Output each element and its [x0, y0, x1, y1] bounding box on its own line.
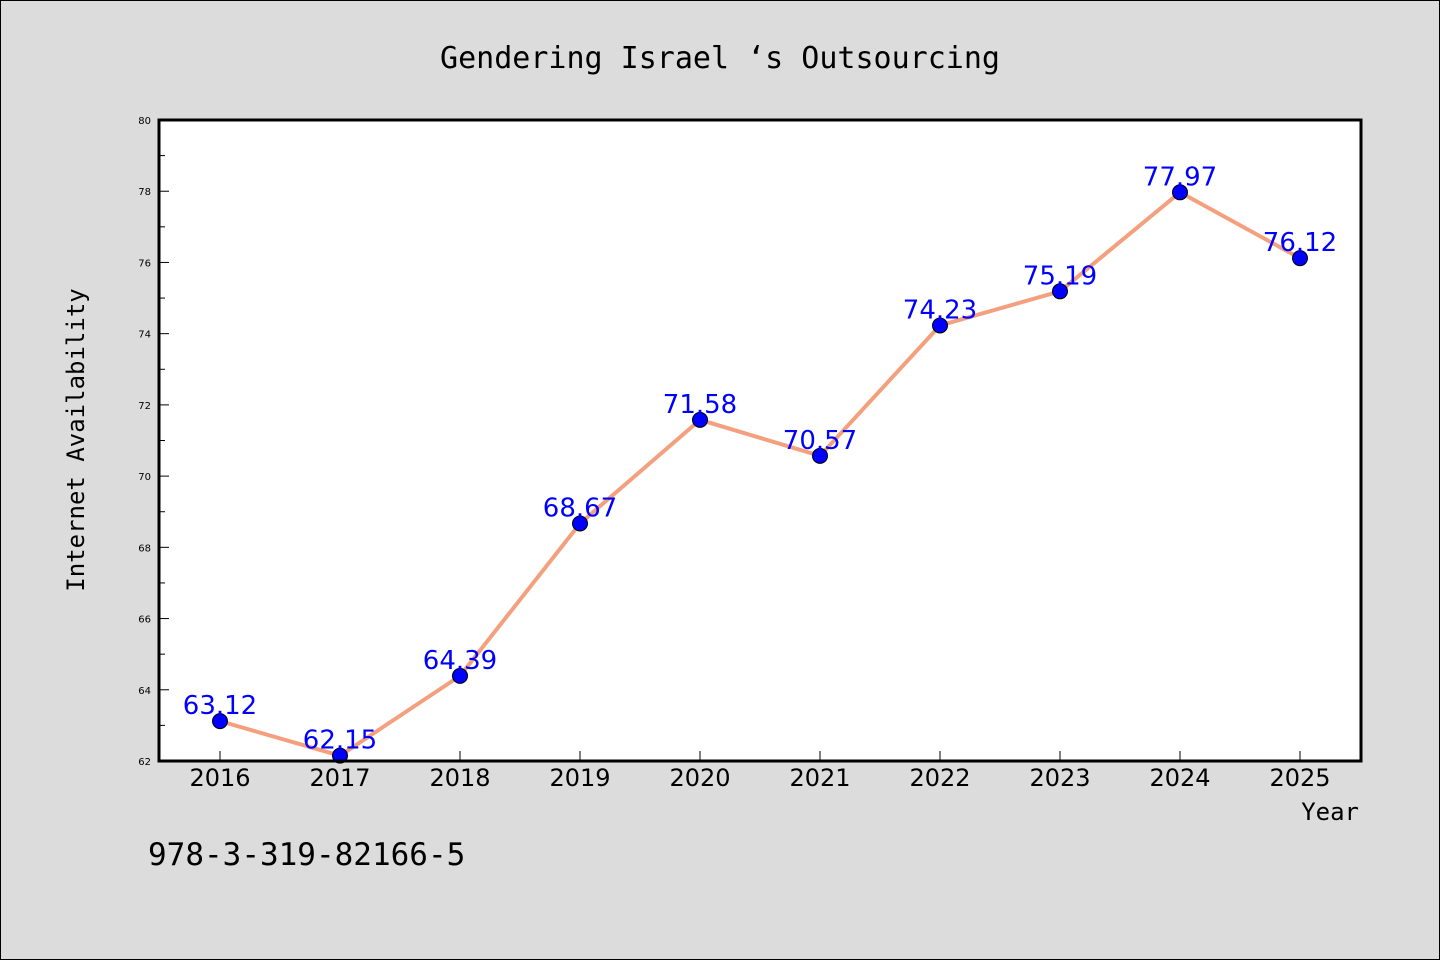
- y-tick-label: 78: [138, 187, 151, 198]
- data-label: 62.15: [303, 726, 377, 756]
- data-label: 68.67: [543, 493, 617, 523]
- x-axis-ticks: 2016 2017 2018 2019 2020 2021 2022 2023 2024 2025: [189, 751, 1331, 792]
- series-layer: 63.12 62.15 64.39 68.67 71.58 70.57 74.23 75.19…: [183, 162, 1337, 764]
- data-point: [1052, 283, 1068, 300]
- data-point: [332, 747, 348, 764]
- data-point: [452, 667, 468, 684]
- series-line: [219, 190, 1301, 758]
- x-tick-label: 2016: [189, 764, 250, 792]
- data-label: 64.39: [423, 646, 497, 676]
- y-tick-label: 72: [138, 401, 151, 412]
- y-tick-label: 68: [138, 543, 151, 554]
- y-tick-label: 74: [138, 330, 151, 341]
- x-tick-label: 2019: [549, 764, 610, 792]
- chart-title: Gendering Israel ‘s Outsourcing: [440, 41, 1000, 76]
- data-label: 70.57: [783, 426, 857, 456]
- data-label: 71.58: [663, 390, 737, 420]
- x-tick-label: 2021: [789, 764, 850, 792]
- x-tick-label: 2022: [909, 764, 970, 792]
- data-label: 76.12: [1263, 228, 1337, 258]
- data-point: [212, 713, 228, 730]
- y-tick-label: 70: [138, 472, 151, 483]
- x-tick-label: 2020: [669, 764, 730, 792]
- data-point: [692, 411, 708, 428]
- x-tick-label: 2017: [309, 764, 370, 792]
- data-label: 63.12: [183, 691, 257, 721]
- footer-code: 978-3-319-82166-5: [148, 837, 465, 873]
- x-axis-label: Year: [1301, 798, 1359, 826]
- y-tick-label: 80: [138, 116, 151, 127]
- data-point: [1172, 184, 1188, 201]
- data-point: [932, 317, 948, 334]
- data-label: 74.23: [903, 295, 977, 325]
- y-tick-label: 66: [138, 615, 151, 626]
- data-label: 77.97: [1143, 162, 1217, 192]
- data-label: 75.19: [1023, 261, 1097, 291]
- y-tick-label: 62: [138, 757, 151, 768]
- data-point: [572, 515, 588, 532]
- y-tick-label: 76: [138, 258, 151, 269]
- x-tick-label: 2025: [1269, 764, 1330, 792]
- plot-frame: [157, 118, 1363, 763]
- plot-area: [159, 120, 1361, 761]
- y-axis-label: Internet Availability: [62, 288, 90, 591]
- x-tick-label: 2018: [429, 764, 490, 792]
- y-tick-label: 64: [138, 686, 151, 697]
- x-tick-label: 2023: [1029, 764, 1090, 792]
- data-point: [812, 447, 828, 464]
- x-tick-label: 2024: [1149, 764, 1210, 792]
- data-point: [1292, 250, 1308, 267]
